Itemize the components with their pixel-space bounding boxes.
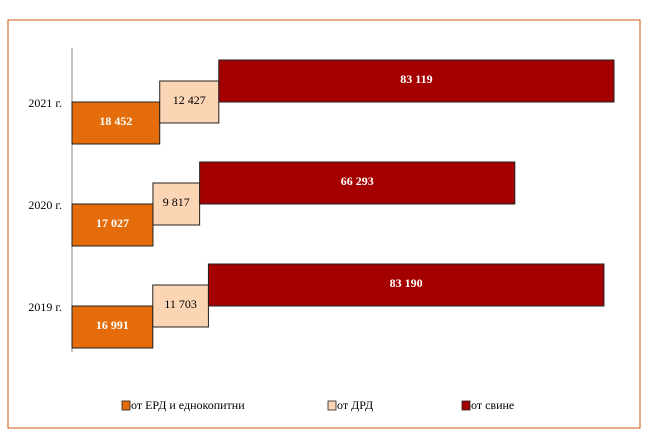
- data-label: 17 027: [96, 216, 129, 230]
- bar: [218, 59, 615, 103]
- bar: [207, 263, 605, 307]
- data-label: 83 119: [400, 72, 432, 86]
- data-label: 16 991: [96, 318, 129, 332]
- y-tick-label: 2019 г.: [28, 300, 62, 314]
- y-tick-label: 2021 г.: [28, 96, 62, 110]
- legend-label: от ДРД: [337, 398, 373, 412]
- bar: [152, 284, 209, 328]
- legend-label: от ЕРД и еднокопитни: [131, 398, 245, 412]
- legend-swatch: [121, 400, 131, 411]
- data-label: 11 703: [164, 297, 197, 311]
- y-tick-label: 2020 г.: [28, 198, 62, 212]
- data-label: 83 190: [390, 276, 423, 290]
- data-label: 12 427: [173, 93, 206, 107]
- data-label: 9 817: [163, 195, 190, 209]
- data-label: 66 293: [341, 174, 374, 188]
- bar: [71, 101, 161, 145]
- legend-label: от свине: [471, 398, 514, 412]
- bar: [152, 182, 201, 226]
- data-label: 18 452: [99, 114, 132, 128]
- legend-swatch: [327, 400, 337, 411]
- bar: [199, 161, 516, 205]
- bar: [159, 80, 220, 124]
- legend-swatch: [461, 400, 471, 411]
